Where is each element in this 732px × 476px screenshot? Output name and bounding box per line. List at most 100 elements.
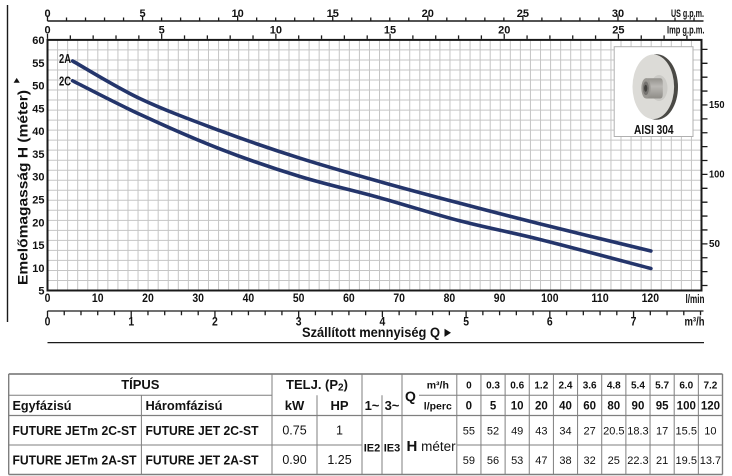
- svg-text:95: 95: [656, 401, 669, 413]
- svg-text:10: 10: [32, 263, 44, 275]
- svg-text:6.0: 6.0: [679, 380, 693, 391]
- svg-text:0: 0: [44, 8, 50, 20]
- svg-text:19.5: 19.5: [676, 455, 697, 467]
- svg-text:0: 0: [466, 401, 472, 413]
- svg-text:3.6: 3.6: [583, 380, 597, 391]
- svg-text:0: 0: [45, 315, 51, 329]
- svg-text:59: 59: [463, 455, 475, 467]
- svg-text:10: 10: [511, 401, 524, 413]
- svg-text:50: 50: [32, 81, 44, 93]
- svg-text:25: 25: [517, 8, 529, 20]
- svg-text:110: 110: [591, 291, 609, 305]
- svg-text:l/perc: l/perc: [424, 400, 452, 412]
- svg-text:5.7: 5.7: [655, 380, 669, 391]
- svg-text:150: 150: [709, 99, 725, 111]
- svg-text:30: 30: [612, 8, 624, 20]
- svg-text:IE2: IE2: [364, 443, 381, 455]
- svg-text:18.3: 18.3: [627, 425, 648, 437]
- svg-text:10: 10: [232, 8, 244, 20]
- svg-text:35: 35: [32, 149, 44, 161]
- svg-text:40: 40: [243, 291, 255, 305]
- svg-text:15: 15: [384, 25, 396, 37]
- svg-text:32: 32: [584, 455, 596, 467]
- svg-text:IE3: IE3: [384, 443, 401, 455]
- svg-text:90: 90: [494, 291, 506, 305]
- svg-text:80: 80: [444, 291, 456, 305]
- svg-text:2A: 2A: [59, 51, 71, 66]
- svg-text:17: 17: [656, 425, 668, 437]
- svg-text:52: 52: [487, 425, 499, 437]
- svg-text:10: 10: [270, 25, 282, 37]
- svg-text:60: 60: [343, 291, 355, 305]
- svg-text:2: 2: [212, 315, 218, 329]
- svg-text:120: 120: [701, 401, 720, 413]
- svg-text:38: 38: [559, 455, 571, 467]
- svg-text:100: 100: [677, 401, 696, 413]
- svg-text:20: 20: [422, 8, 434, 20]
- svg-text:0.3: 0.3: [486, 380, 500, 391]
- svg-text:21: 21: [656, 455, 668, 467]
- svg-text:2C: 2C: [59, 74, 71, 89]
- svg-text:50: 50: [293, 291, 305, 305]
- svg-text:Imp g.p.m.: Imp g.p.m.: [667, 25, 705, 37]
- svg-text:kW: kW: [285, 398, 305, 413]
- svg-text:53: 53: [511, 455, 523, 467]
- svg-text:Háromfázisú: Háromfázisú: [146, 399, 223, 413]
- svg-text:20: 20: [498, 25, 510, 37]
- svg-text:4: 4: [379, 315, 385, 329]
- svg-text:6: 6: [547, 315, 553, 329]
- svg-text:47: 47: [535, 455, 547, 467]
- svg-text:120: 120: [642, 291, 660, 305]
- svg-text:60: 60: [32, 35, 44, 47]
- svg-text:2.4: 2.4: [559, 380, 573, 391]
- svg-text:40: 40: [559, 401, 572, 413]
- svg-text:0: 0: [466, 380, 472, 391]
- svg-text:5: 5: [38, 286, 44, 298]
- svg-text:5: 5: [463, 315, 469, 329]
- svg-text:10: 10: [92, 291, 104, 305]
- svg-text:55: 55: [463, 425, 475, 437]
- svg-text:20.5: 20.5: [603, 425, 624, 437]
- svg-text:TELJ. (P2): TELJ. (P2): [286, 377, 348, 394]
- svg-text:100: 100: [709, 169, 725, 181]
- svg-text:3~: 3~: [385, 398, 400, 413]
- svg-text:25: 25: [32, 194, 44, 206]
- svg-text:20: 20: [535, 401, 548, 413]
- svg-text:55: 55: [32, 58, 44, 70]
- svg-text:TÍPUS: TÍPUS: [121, 377, 160, 392]
- svg-text:10: 10: [704, 425, 716, 437]
- svg-text:5: 5: [159, 25, 165, 37]
- svg-text:0.90: 0.90: [282, 453, 306, 467]
- svg-text:FUTURE JETm 2A-ST: FUTURE JETm 2A-ST: [13, 452, 137, 467]
- svg-text:70: 70: [393, 291, 405, 305]
- svg-text:20: 20: [142, 291, 154, 305]
- svg-text:80: 80: [607, 401, 620, 413]
- svg-text:56: 56: [487, 455, 499, 467]
- svg-text:100: 100: [541, 291, 559, 305]
- svg-text:m³/h: m³/h: [685, 315, 705, 329]
- svg-text:1: 1: [128, 315, 134, 329]
- svg-text:H méter: H méter: [407, 438, 457, 455]
- svg-text:0.75: 0.75: [282, 424, 306, 438]
- svg-text:5: 5: [140, 8, 146, 20]
- svg-text:0: 0: [45, 291, 51, 305]
- svg-text:FUTURE JET 2A-ST: FUTURE JET 2A-ST: [146, 452, 259, 467]
- svg-text:5.4: 5.4: [631, 380, 645, 391]
- svg-text:20: 20: [32, 217, 44, 229]
- svg-text:FUTURE JETm 2C-ST: FUTURE JETm 2C-ST: [13, 423, 137, 438]
- svg-text:50: 50: [709, 238, 720, 250]
- svg-text:49: 49: [511, 425, 523, 437]
- svg-text:15.5: 15.5: [676, 425, 697, 437]
- svg-text:1~: 1~: [365, 398, 380, 413]
- svg-text:0: 0: [44, 25, 50, 37]
- svg-text:1.25: 1.25: [327, 453, 351, 467]
- svg-text:5: 5: [490, 401, 497, 413]
- svg-text:30: 30: [192, 291, 204, 305]
- svg-text:US g.p.m.: US g.p.m.: [671, 8, 704, 20]
- svg-text:60: 60: [583, 401, 596, 413]
- svg-text:25: 25: [612, 25, 624, 37]
- svg-text:Szállított mennyiség Q: Szállított mennyiség Q: [302, 325, 440, 340]
- svg-text:Q: Q: [405, 388, 416, 404]
- svg-text:40: 40: [32, 126, 44, 138]
- svg-text:13.7: 13.7: [700, 455, 721, 467]
